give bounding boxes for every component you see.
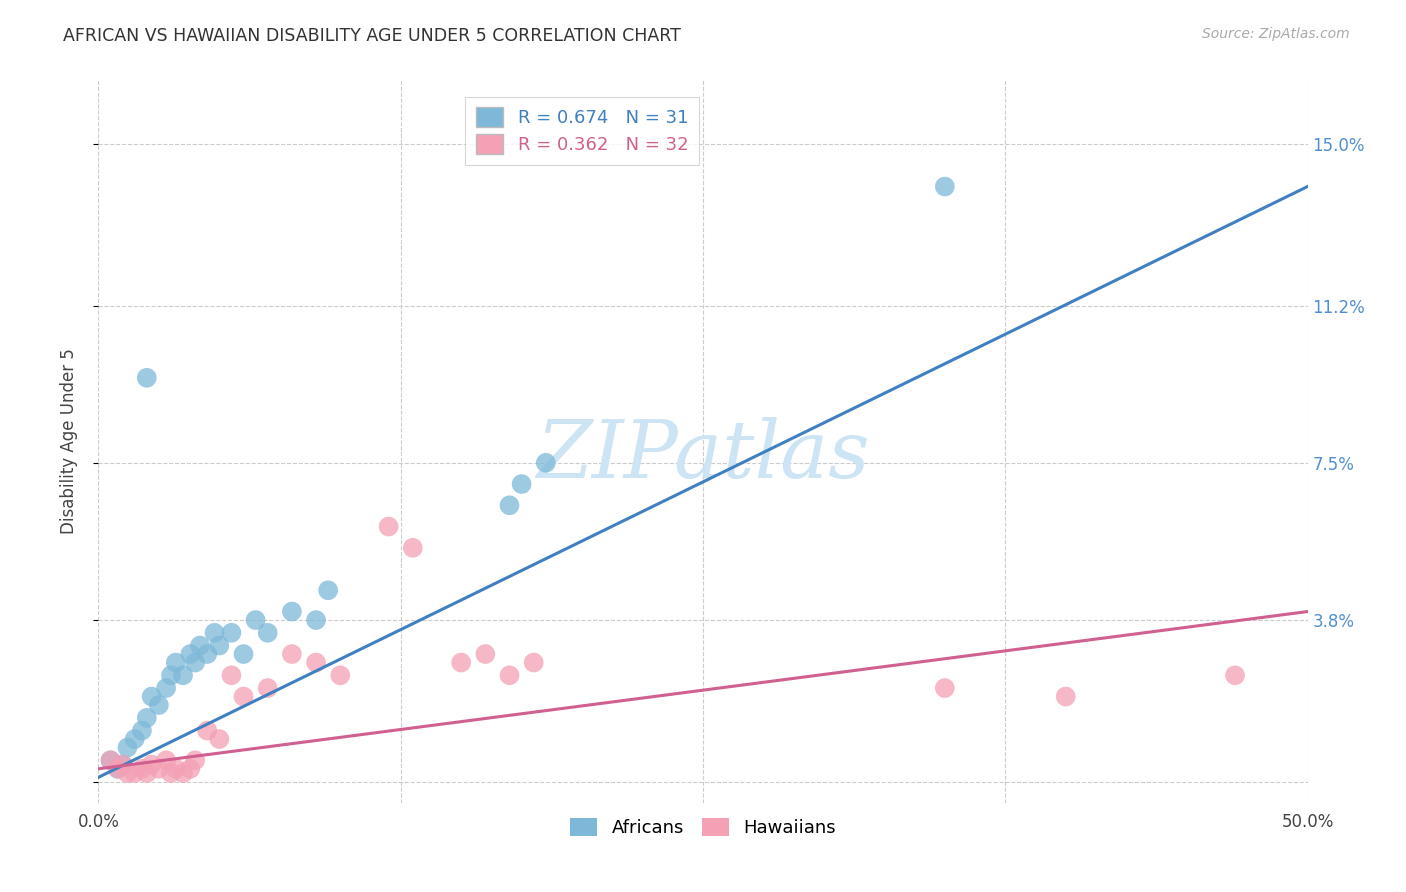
Point	[141, 757, 163, 772]
Point	[281, 605, 304, 619]
Point	[934, 681, 956, 695]
Point	[117, 766, 139, 780]
Point	[184, 753, 207, 767]
Point	[195, 647, 218, 661]
Legend: Africans, Hawaiians: Africans, Hawaiians	[562, 811, 844, 845]
Point	[450, 656, 472, 670]
Point	[232, 690, 254, 704]
Point	[107, 762, 129, 776]
Point	[107, 762, 129, 776]
Point	[148, 762, 170, 776]
Point	[316, 583, 339, 598]
Point	[208, 732, 231, 747]
Point	[184, 656, 207, 670]
Point	[256, 681, 278, 695]
Point	[221, 668, 243, 682]
Point	[179, 647, 201, 661]
Point	[1223, 668, 1246, 682]
Point	[148, 698, 170, 712]
Point	[204, 625, 226, 640]
Point	[188, 639, 211, 653]
Point	[135, 711, 157, 725]
Point	[100, 753, 122, 767]
Point	[131, 723, 153, 738]
Point	[245, 613, 267, 627]
Text: Source: ZipAtlas.com: Source: ZipAtlas.com	[1202, 27, 1350, 41]
Point	[498, 498, 520, 512]
Point	[155, 681, 177, 695]
Point	[172, 766, 194, 780]
Point	[329, 668, 352, 682]
Point	[155, 753, 177, 767]
Point	[111, 757, 134, 772]
Point	[165, 656, 187, 670]
Point	[160, 668, 183, 682]
Point	[305, 656, 328, 670]
Point	[172, 668, 194, 682]
Point	[281, 647, 304, 661]
Point	[232, 647, 254, 661]
Point	[305, 613, 328, 627]
Point	[165, 762, 187, 776]
Point	[100, 753, 122, 767]
Point	[534, 456, 557, 470]
Text: ZIPatlas: ZIPatlas	[536, 417, 870, 495]
Point	[256, 625, 278, 640]
Point	[111, 757, 134, 772]
Point	[1054, 690, 1077, 704]
Point	[135, 766, 157, 780]
Point	[160, 766, 183, 780]
Point	[141, 690, 163, 704]
Point	[131, 762, 153, 776]
Point	[179, 762, 201, 776]
Point	[124, 766, 146, 780]
Point	[510, 477, 533, 491]
Point	[135, 371, 157, 385]
Point	[402, 541, 425, 555]
Point	[117, 740, 139, 755]
Point	[377, 519, 399, 533]
Point	[124, 732, 146, 747]
Point	[523, 656, 546, 670]
Point	[208, 639, 231, 653]
Point	[498, 668, 520, 682]
Y-axis label: Disability Age Under 5: Disability Age Under 5	[59, 349, 77, 534]
Point	[934, 179, 956, 194]
Text: AFRICAN VS HAWAIIAN DISABILITY AGE UNDER 5 CORRELATION CHART: AFRICAN VS HAWAIIAN DISABILITY AGE UNDER…	[63, 27, 681, 45]
Point	[474, 647, 496, 661]
Point	[195, 723, 218, 738]
Point	[221, 625, 243, 640]
